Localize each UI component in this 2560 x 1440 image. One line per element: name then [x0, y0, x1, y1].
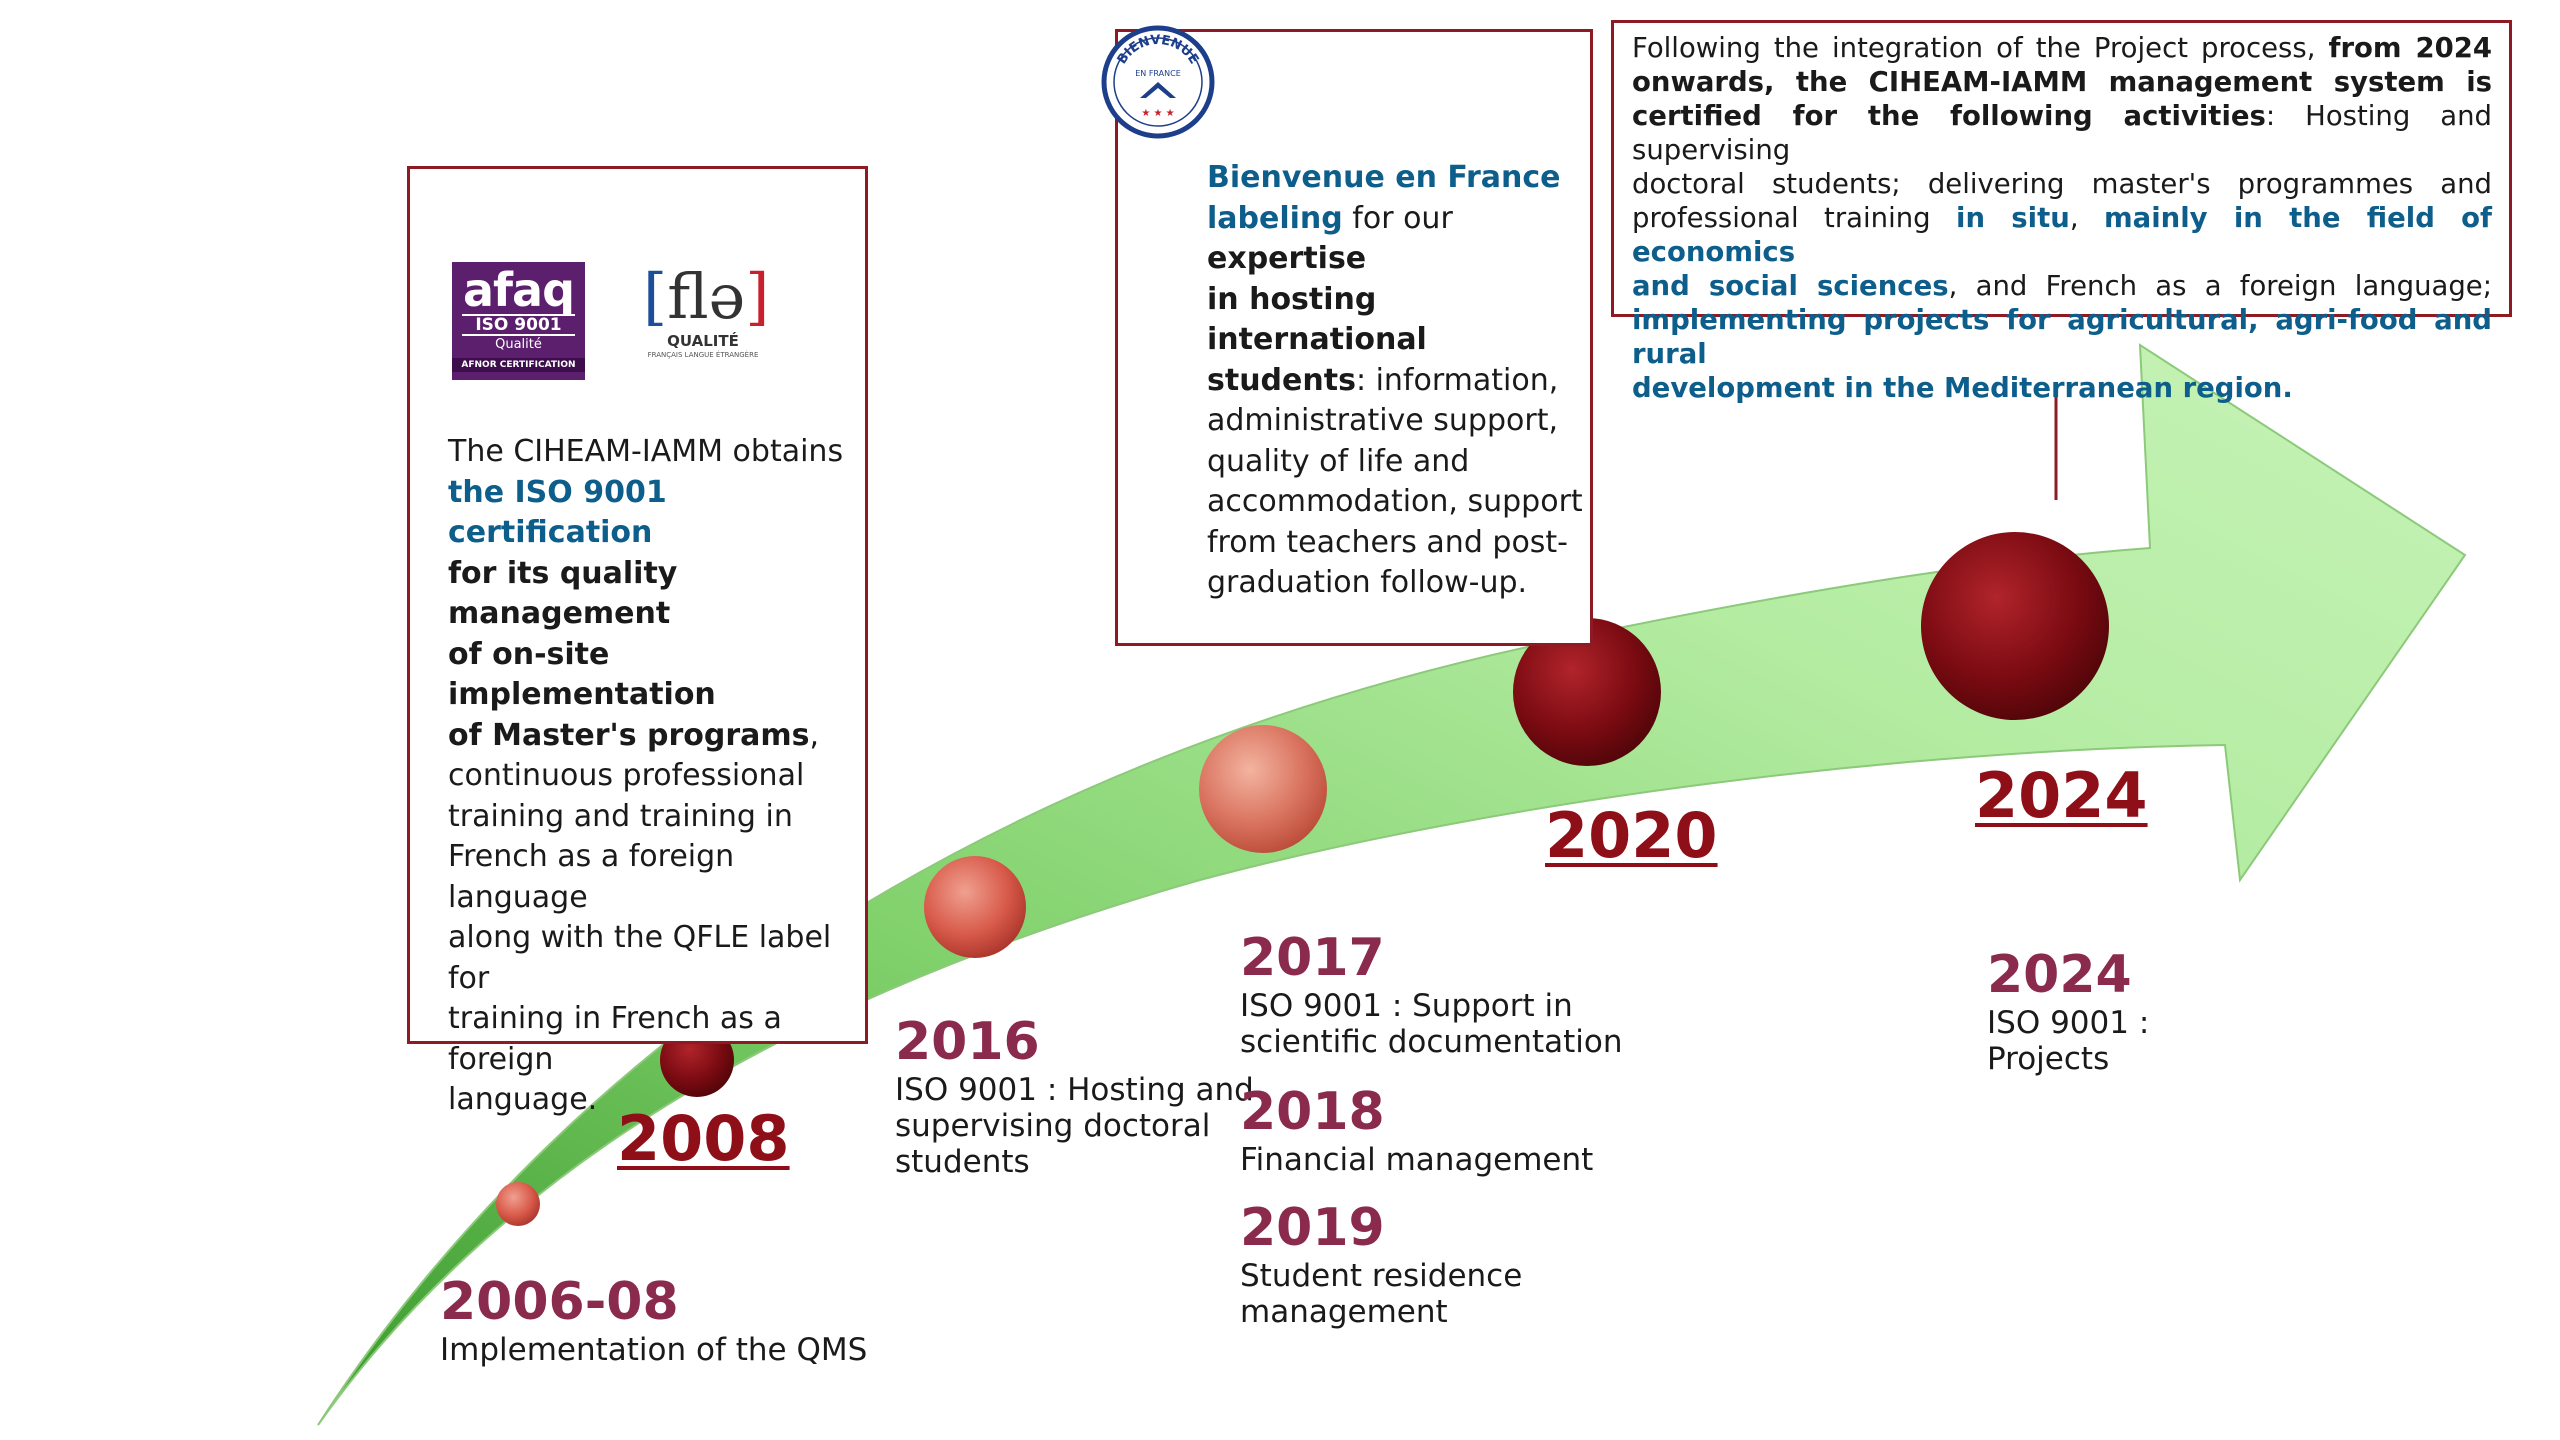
afaq-logo-afnor: AFNOR CERTIFICATION: [452, 358, 585, 372]
milestone-year: 2016: [895, 1012, 1040, 1072]
milestone-dot-2017: [1199, 725, 1327, 853]
box-2020-bienvenue: [1115, 29, 1593, 646]
box-2020-students: students: [1207, 362, 1356, 398]
box-2020-information: : information,: [1355, 362, 1559, 398]
box-2008-comma: ,: [809, 717, 820, 753]
year-2020-label: 2020: [1545, 799, 1718, 872]
box-2020-expertise: expertise: [1207, 241, 1367, 276]
milestone-2024: 2024 ISO 9001 : Projects: [1987, 945, 2149, 1077]
box-2024-text: Following the integration of the Project…: [1632, 31, 2492, 405]
box-2020-line: in hosting international: [1207, 281, 1427, 358]
milestone-2018: 2018 Financial management: [1240, 1082, 1593, 1178]
milestone-desc: Implementation of the QMS: [440, 1332, 868, 1368]
fle-text: flə: [667, 260, 746, 333]
box-2024-line: professional training: [1632, 202, 1957, 234]
milestone-desc: Financial management: [1240, 1142, 1594, 1178]
box-2020-text: Bienvenue en France labeling for our exp…: [1207, 158, 1592, 604]
box-2008-line: the ISO 9001 certification: [448, 474, 667, 551]
milestone-desc: Student residence: [1240, 1258, 1523, 1294]
box-2020-line: Bienvenue en France: [1207, 160, 1561, 195]
milestone-desc: students: [895, 1144, 1030, 1180]
box-2024-bold: from 2024: [2328, 32, 2493, 64]
box-2024-comma: ,: [2069, 202, 2104, 234]
box-2024-line: , and French as a foreign language;: [1948, 270, 2492, 302]
milestone-2016: 2016 ISO 9001 : Hosting and supervising …: [895, 1012, 1254, 1180]
afaq-logo-name: afaq: [462, 263, 575, 317]
milestone-dot-2006: [496, 1182, 540, 1226]
seal-stars: ★ ★ ★: [1141, 108, 1174, 119]
milestone-year: 2017: [1240, 928, 1385, 988]
milestone-desc: ISO 9001 : Support in: [1240, 988, 1573, 1024]
milestone-dot-2020: [1513, 618, 1661, 766]
box-2024-line: Following the integration of the Project…: [1632, 32, 2329, 64]
box-2020-line: graduation follow-up.: [1207, 565, 1528, 600]
box-2024-projects: [1611, 20, 2512, 317]
box-2008-line: for its quality management: [448, 555, 678, 632]
afaq-logo-iso: ISO 9001: [462, 314, 575, 336]
fle-right-bracket: ]: [745, 260, 770, 333]
box-2020-line: administrative support,: [1207, 403, 1559, 438]
box-2008-line: along with the QFLE label for: [448, 920, 832, 996]
fle-qualite: QUALITÉ: [667, 332, 739, 350]
box-2020-line: quality of life and: [1207, 443, 1470, 479]
box-2008-text: The CIHEAM-IAMM obtains the ISO 9001 cer…: [448, 432, 868, 1121]
box-2024-blue: and social sciences: [1632, 270, 1949, 302]
milestone-desc: supervising doctoral: [895, 1108, 1211, 1144]
box-2024-line: doctoral students; delivering master's p…: [1632, 168, 2492, 200]
seal-mid-text: EN FRANCE: [1135, 69, 1181, 78]
box-2008-line: training in French as a foreign: [448, 1001, 782, 1077]
year-2024-label: 2024: [1975, 759, 2148, 832]
fle-qualite-logo: [flə] QUALITÉ FRANÇAIS LANGUE ÉTRANGÈRE: [643, 260, 769, 360]
milestone-2019: 2019 Student residence management: [1240, 1198, 1522, 1330]
box-2024-line: onwards, the CIHEAM-IAMM management syst…: [1632, 66, 2492, 98]
bienvenue-en-france-seal: BIENVENUE EN FRANCE ★ ★ ★: [1101, 25, 1215, 139]
milestone-desc: management: [1240, 1294, 1448, 1330]
milestone-year: 2024: [1987, 945, 2132, 1005]
milestone-dot-2024: [1921, 532, 2109, 720]
box-2008-line: French as a foreign language: [448, 839, 735, 915]
milestone-desc: Projects: [1987, 1041, 2110, 1077]
box-2024-in-situ: in situ: [1956, 202, 2070, 234]
afaq-logo-qualite: Qualité: [495, 337, 542, 352]
milestone-desc: ISO 9001 :: [1987, 1005, 2150, 1041]
fle-left-bracket: [: [643, 260, 668, 333]
box-2024-line: : Hosting and supervising: [1632, 100, 2492, 166]
milestone-desc: ISO 9001 : Hosting and: [895, 1072, 1254, 1108]
milestone-year: 2019: [1240, 1198, 1385, 1258]
box-2020-labeling: labeling: [1207, 200, 1343, 236]
milestone-year: 2018: [1240, 1082, 1385, 1142]
box-2008-line: continuous professional: [448, 758, 805, 793]
milestone-year: 2006-08: [440, 1272, 679, 1332]
box-2008-line: training and training in: [448, 798, 793, 834]
box-2020-line: accommodation, support: [1207, 484, 1583, 519]
box-2024-blue: implementing projects for agricultural, …: [1632, 304, 2492, 370]
fle-sub: FRANÇAIS LANGUE ÉTRANGÈRE: [647, 351, 759, 359]
box-2008-line: of on-site implementation: [448, 636, 716, 713]
box-2024-bold: certified for the following activities: [1632, 100, 2266, 132]
milestone-2017: 2017 ISO 9001 : Support in scientific do…: [1240, 928, 1623, 1060]
box-2008-line: of Master's programs: [448, 717, 810, 753]
box-2020-line: from teachers and post-: [1207, 524, 1569, 560]
milestone-dot-2016: [924, 856, 1026, 958]
box-2024-blue: development in the Mediterranean region.: [1632, 372, 2293, 404]
afaq-iso-logo: afaq ISO 9001 Qualité AFNOR CERTIFICATIO…: [452, 262, 585, 380]
year-2008-label: 2008: [617, 1102, 790, 1175]
milestone-2006-08: 2006-08 Implementation of the QMS: [440, 1272, 867, 1368]
milestone-desc: scientific documentation: [1240, 1024, 1623, 1060]
box-2024-blue: mainly in the field of economics: [1632, 202, 2492, 268]
box-2020-for-our: for our: [1342, 200, 1453, 236]
box-2008-line: The CIHEAM-IAMM obtains: [448, 434, 844, 469]
box-2008-line: language.: [448, 1082, 598, 1117]
